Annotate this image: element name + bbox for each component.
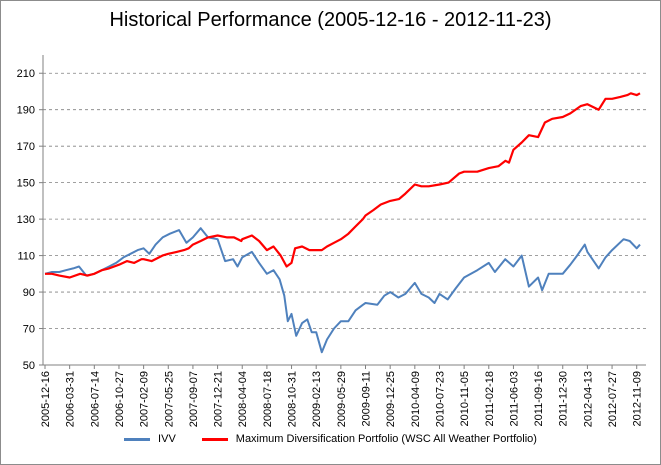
x-tick-label: 2010-11-05 xyxy=(459,371,471,426)
x-tick-label: 2007-02-09 xyxy=(139,371,151,427)
x-tick-label: 2005-12-16 xyxy=(40,371,52,427)
x-tick-label: 2008-07-18 xyxy=(262,371,274,427)
x-tick-label: 2012-11-09 xyxy=(632,371,644,426)
x-tick-label: 2009-12-25 xyxy=(385,371,397,427)
legend-label-ivv: IVV xyxy=(158,433,176,445)
x-tick-label: 2006-03-31 xyxy=(65,371,77,427)
x-tick-label: 2011-06-03 xyxy=(508,371,520,426)
x-tick-label: 2011-12-30 xyxy=(558,371,570,426)
y-tick-label: 170 xyxy=(17,141,35,153)
x-tick-label: 2007-05-25 xyxy=(163,371,175,427)
x-tick-label: 2008-04-04 xyxy=(237,371,249,427)
chart-title: Historical Performance (2005-12-16 - 201… xyxy=(109,9,552,31)
legend-swatch-ivv xyxy=(124,437,151,441)
legend: IVV Maximum Diversification Portfolio (W… xyxy=(1,433,660,445)
y-tick-label: 150 xyxy=(17,178,35,190)
legend-item-mdp: Maximum Diversification Portfolio (WSC A… xyxy=(201,433,537,445)
x-tick-label: 2009-02-13 xyxy=(311,371,323,427)
series-line-mdp xyxy=(45,92,641,279)
y-tick-label: 190 xyxy=(17,105,35,117)
x-tick-label: 2011-09-16 xyxy=(533,371,545,426)
x-tick-label: 2007-12-21 xyxy=(213,371,225,427)
y-tick-label: 130 xyxy=(17,214,35,226)
x-tick-label: 2010-07-23 xyxy=(434,371,446,427)
x-tick-label: 2012-07-27 xyxy=(607,371,619,427)
x-tick-label: 2008-10-31 xyxy=(287,371,299,427)
y-tick-label: 70 xyxy=(23,324,35,336)
legend-label-mdp: Maximum Diversification Portfolio (WSC A… xyxy=(235,433,537,445)
x-tick-label: 2011-02-18 xyxy=(484,371,496,426)
y-tick-label: 210 xyxy=(17,68,35,80)
x-tick-label: 2006-07-14 xyxy=(89,371,101,427)
x-tick-label: 2010-04-09 xyxy=(410,371,422,427)
x-tick-label: 2006-10-27 xyxy=(114,371,126,427)
x-tick-label: 2009-09-11 xyxy=(361,371,373,426)
x-tick-label: 2012-04-13 xyxy=(582,371,594,427)
x-tick-label: 2009-05-29 xyxy=(336,371,348,427)
y-tick-label: 90 xyxy=(23,287,35,299)
y-tick-label: 50 xyxy=(23,360,35,372)
series-line-ivv xyxy=(44,227,641,354)
y-tick-label: 110 xyxy=(17,251,35,263)
legend-swatch-mdp xyxy=(201,437,228,441)
x-tick-label: 2007-09-07 xyxy=(188,371,200,427)
legend-item-ivv: IVV xyxy=(124,433,176,445)
